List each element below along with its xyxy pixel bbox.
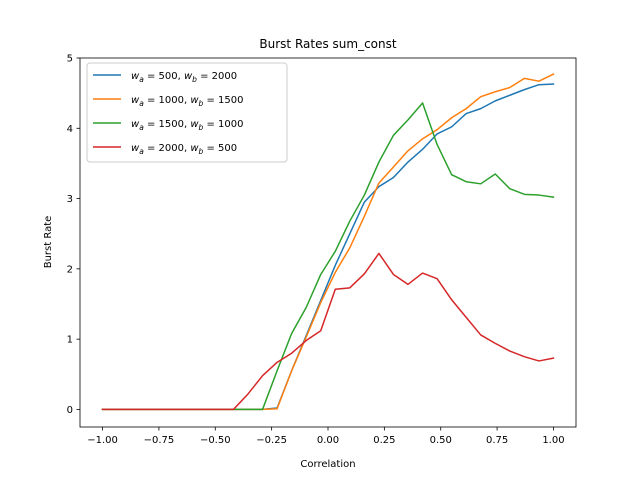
x-tick-label: 1.00 <box>542 435 564 446</box>
x-tick-label: −0.25 <box>256 435 287 446</box>
series-line-4 <box>101 252 555 411</box>
x-tick-label: 0.50 <box>430 435 452 446</box>
y-axis-label: Burst Rate <box>43 216 54 269</box>
legend: wa = 500, wb = 2000 wa = 1000, wb = 1500 w… <box>86 62 288 163</box>
x-tick-label: 0.25 <box>373 435 395 446</box>
y-axis-ticks: 0 1 2 3 4 5 <box>67 54 80 416</box>
x-tick-label: −0.75 <box>144 435 175 446</box>
x-tick-label: −1.00 <box>87 435 118 446</box>
y-tick-label: 5 <box>67 54 73 65</box>
x-tick-label: 0.00 <box>317 435 339 446</box>
y-tick-label: 0 <box>67 405 73 416</box>
x-axis-ticks: −1.00 −0.75 −0.50 −0.25 0.00 0.25 0.50 0.75 1.00 <box>87 427 565 446</box>
x-tick-label: −0.50 <box>200 435 231 446</box>
y-tick-label: 1 <box>67 335 73 346</box>
x-axis-label: Correlation <box>300 459 355 470</box>
y-tick-label: 2 <box>67 264 73 275</box>
legend-box <box>86 62 288 163</box>
legend-label-2: wa = 1000, wb = 1500 <box>131 95 243 108</box>
y-tick-label: 4 <box>67 124 73 135</box>
legend-label-3: wa = 1500, wb = 1000 <box>131 119 243 132</box>
legend-label-1: wa = 500, wb = 2000 <box>131 71 237 84</box>
legend-label-4: wa = 2000, wb = 500 <box>131 143 237 156</box>
chart-title: Burst Rates sum_const <box>259 37 396 51</box>
plot-lines <box>101 73 555 411</box>
y-tick-label: 3 <box>67 194 73 205</box>
x-tick-label: 0.75 <box>486 435 508 446</box>
